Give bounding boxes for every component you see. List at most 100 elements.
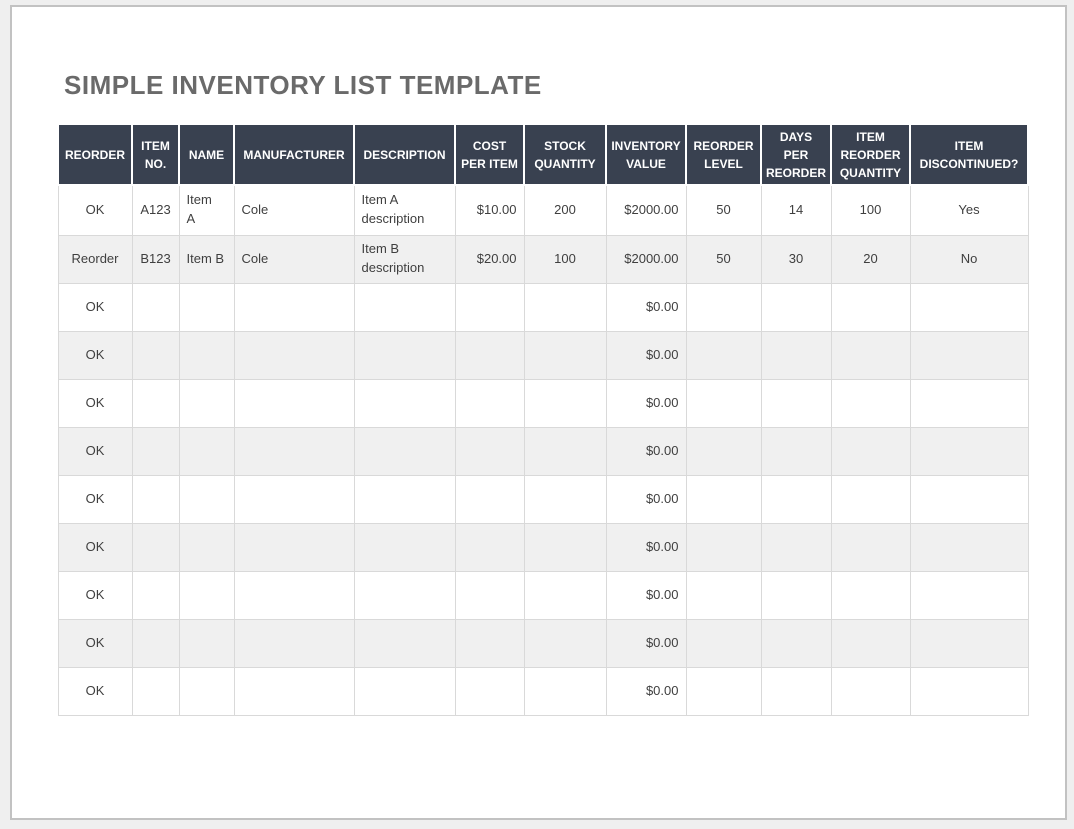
cell-manufacturer <box>233 378 355 428</box>
table-row: OK A123 Item A Cole Item A description $10.00… <box>57 184 1029 236</box>
cell-item-discontinued <box>909 426 1029 476</box>
cell-reorder-level: 50 <box>685 184 762 236</box>
cell-reorder: OK <box>57 474 133 524</box>
cell-description <box>353 282 456 332</box>
cell-name <box>178 570 235 620</box>
cell-stock-quantity <box>523 282 607 332</box>
cell-manufacturer: Cole <box>233 184 355 236</box>
cell-reorder-level: 50 <box>685 234 762 284</box>
cell-reorder-level <box>685 522 762 572</box>
cell-description <box>353 330 456 380</box>
cell-name: Item A <box>178 184 235 236</box>
table-row: OK $0.00 <box>57 522 1029 572</box>
cell-days-per-reorder <box>760 618 832 668</box>
cell-inventory-value: $0.00 <box>605 330 687 380</box>
header-cell-item-no: ITEM NO. <box>131 123 180 186</box>
cell-manufacturer <box>233 570 355 620</box>
cell-item-reorder-quantity <box>830 330 911 380</box>
cell-item-no <box>131 474 180 524</box>
cell-reorder: Reorder <box>57 234 133 284</box>
header-cell-reorder: REORDER <box>57 123 133 186</box>
cell-cost-per-item: $10.00 <box>454 184 525 236</box>
cell-stock-quantity <box>523 378 607 428</box>
cell-name <box>178 330 235 380</box>
cell-name <box>178 378 235 428</box>
cell-name <box>178 522 235 572</box>
cell-days-per-reorder <box>760 522 832 572</box>
cell-stock-quantity <box>523 522 607 572</box>
cell-days-per-reorder: 14 <box>760 184 832 236</box>
cell-inventory-value: $2000.00 <box>605 184 687 236</box>
cell-days-per-reorder <box>760 330 832 380</box>
cell-item-reorder-quantity <box>830 522 911 572</box>
header-cell-name: NAME <box>178 123 235 186</box>
cell-inventory-value: $0.00 <box>605 618 687 668</box>
cell-name <box>178 426 235 476</box>
cell-item-no <box>131 282 180 332</box>
cell-item-reorder-quantity <box>830 666 911 716</box>
cell-description <box>353 570 456 620</box>
cell-cost-per-item <box>454 378 525 428</box>
cell-name <box>178 282 235 332</box>
inventory-table-header: REORDER ITEM NO. NAME MANUFACTURER DESCRIPTI… <box>57 123 1029 186</box>
cell-inventory-value: $2000.00 <box>605 234 687 284</box>
cell-reorder-level <box>685 330 762 380</box>
cell-inventory-value: $0.00 <box>605 378 687 428</box>
cell-inventory-value: $0.00 <box>605 474 687 524</box>
table-row: OK $0.00 <box>57 474 1029 524</box>
cell-item-reorder-quantity <box>830 282 911 332</box>
page-title: SIMPLE INVENTORY LIST TEMPLATE <box>64 70 542 100</box>
cell-description <box>353 618 456 668</box>
cell-reorder: OK <box>57 282 133 332</box>
cell-cost-per-item <box>454 570 525 620</box>
cell-days-per-reorder <box>760 426 832 476</box>
cell-cost-per-item <box>454 522 525 572</box>
cell-stock-quantity <box>523 666 607 716</box>
cell-inventory-value: $0.00 <box>605 522 687 572</box>
cell-manufacturer <box>233 330 355 380</box>
cell-item-no <box>131 522 180 572</box>
table-row: OK $0.00 <box>57 282 1029 332</box>
cell-item-reorder-quantity <box>830 474 911 524</box>
cell-item-discontinued <box>909 474 1029 524</box>
cell-stock-quantity <box>523 474 607 524</box>
cell-manufacturer <box>233 522 355 572</box>
cell-cost-per-item <box>454 474 525 524</box>
header-cell-description: DESCRIPTION <box>353 123 456 186</box>
cell-item-reorder-quantity: 20 <box>830 234 911 284</box>
cell-reorder-level <box>685 474 762 524</box>
cell-item-discontinued <box>909 330 1029 380</box>
cell-description <box>353 474 456 524</box>
cell-reorder: OK <box>57 330 133 380</box>
table-row: OK $0.00 <box>57 426 1029 476</box>
cell-cost-per-item <box>454 426 525 476</box>
cell-cost-per-item <box>454 618 525 668</box>
cell-stock-quantity: 200 <box>523 184 607 236</box>
table-row: OK $0.00 <box>57 330 1029 380</box>
cell-item-no <box>131 666 180 716</box>
cell-reorder-level <box>685 426 762 476</box>
header-cell-reorder-level: REORDER LEVEL <box>685 123 762 186</box>
cell-cost-per-item <box>454 666 525 716</box>
cell-item-no: A123 <box>131 184 180 236</box>
cell-name: Item B <box>178 234 235 284</box>
cell-reorder-level <box>685 378 762 428</box>
cell-manufacturer <box>233 618 355 668</box>
cell-reorder-level <box>685 570 762 620</box>
cell-days-per-reorder <box>760 282 832 332</box>
cell-item-discontinued <box>909 618 1029 668</box>
cell-item-no <box>131 426 180 476</box>
cell-inventory-value: $0.00 <box>605 282 687 332</box>
cell-description <box>353 426 456 476</box>
table-row: OK $0.00 <box>57 618 1029 668</box>
cell-reorder: OK <box>57 522 133 572</box>
cell-item-discontinued <box>909 522 1029 572</box>
cell-days-per-reorder <box>760 666 832 716</box>
cell-item-no: B123 <box>131 234 180 284</box>
cell-name <box>178 618 235 668</box>
cell-item-no <box>131 330 180 380</box>
cell-reorder: OK <box>57 618 133 668</box>
table-row: OK $0.00 <box>57 378 1029 428</box>
cell-stock-quantity <box>523 426 607 476</box>
cell-manufacturer <box>233 282 355 332</box>
